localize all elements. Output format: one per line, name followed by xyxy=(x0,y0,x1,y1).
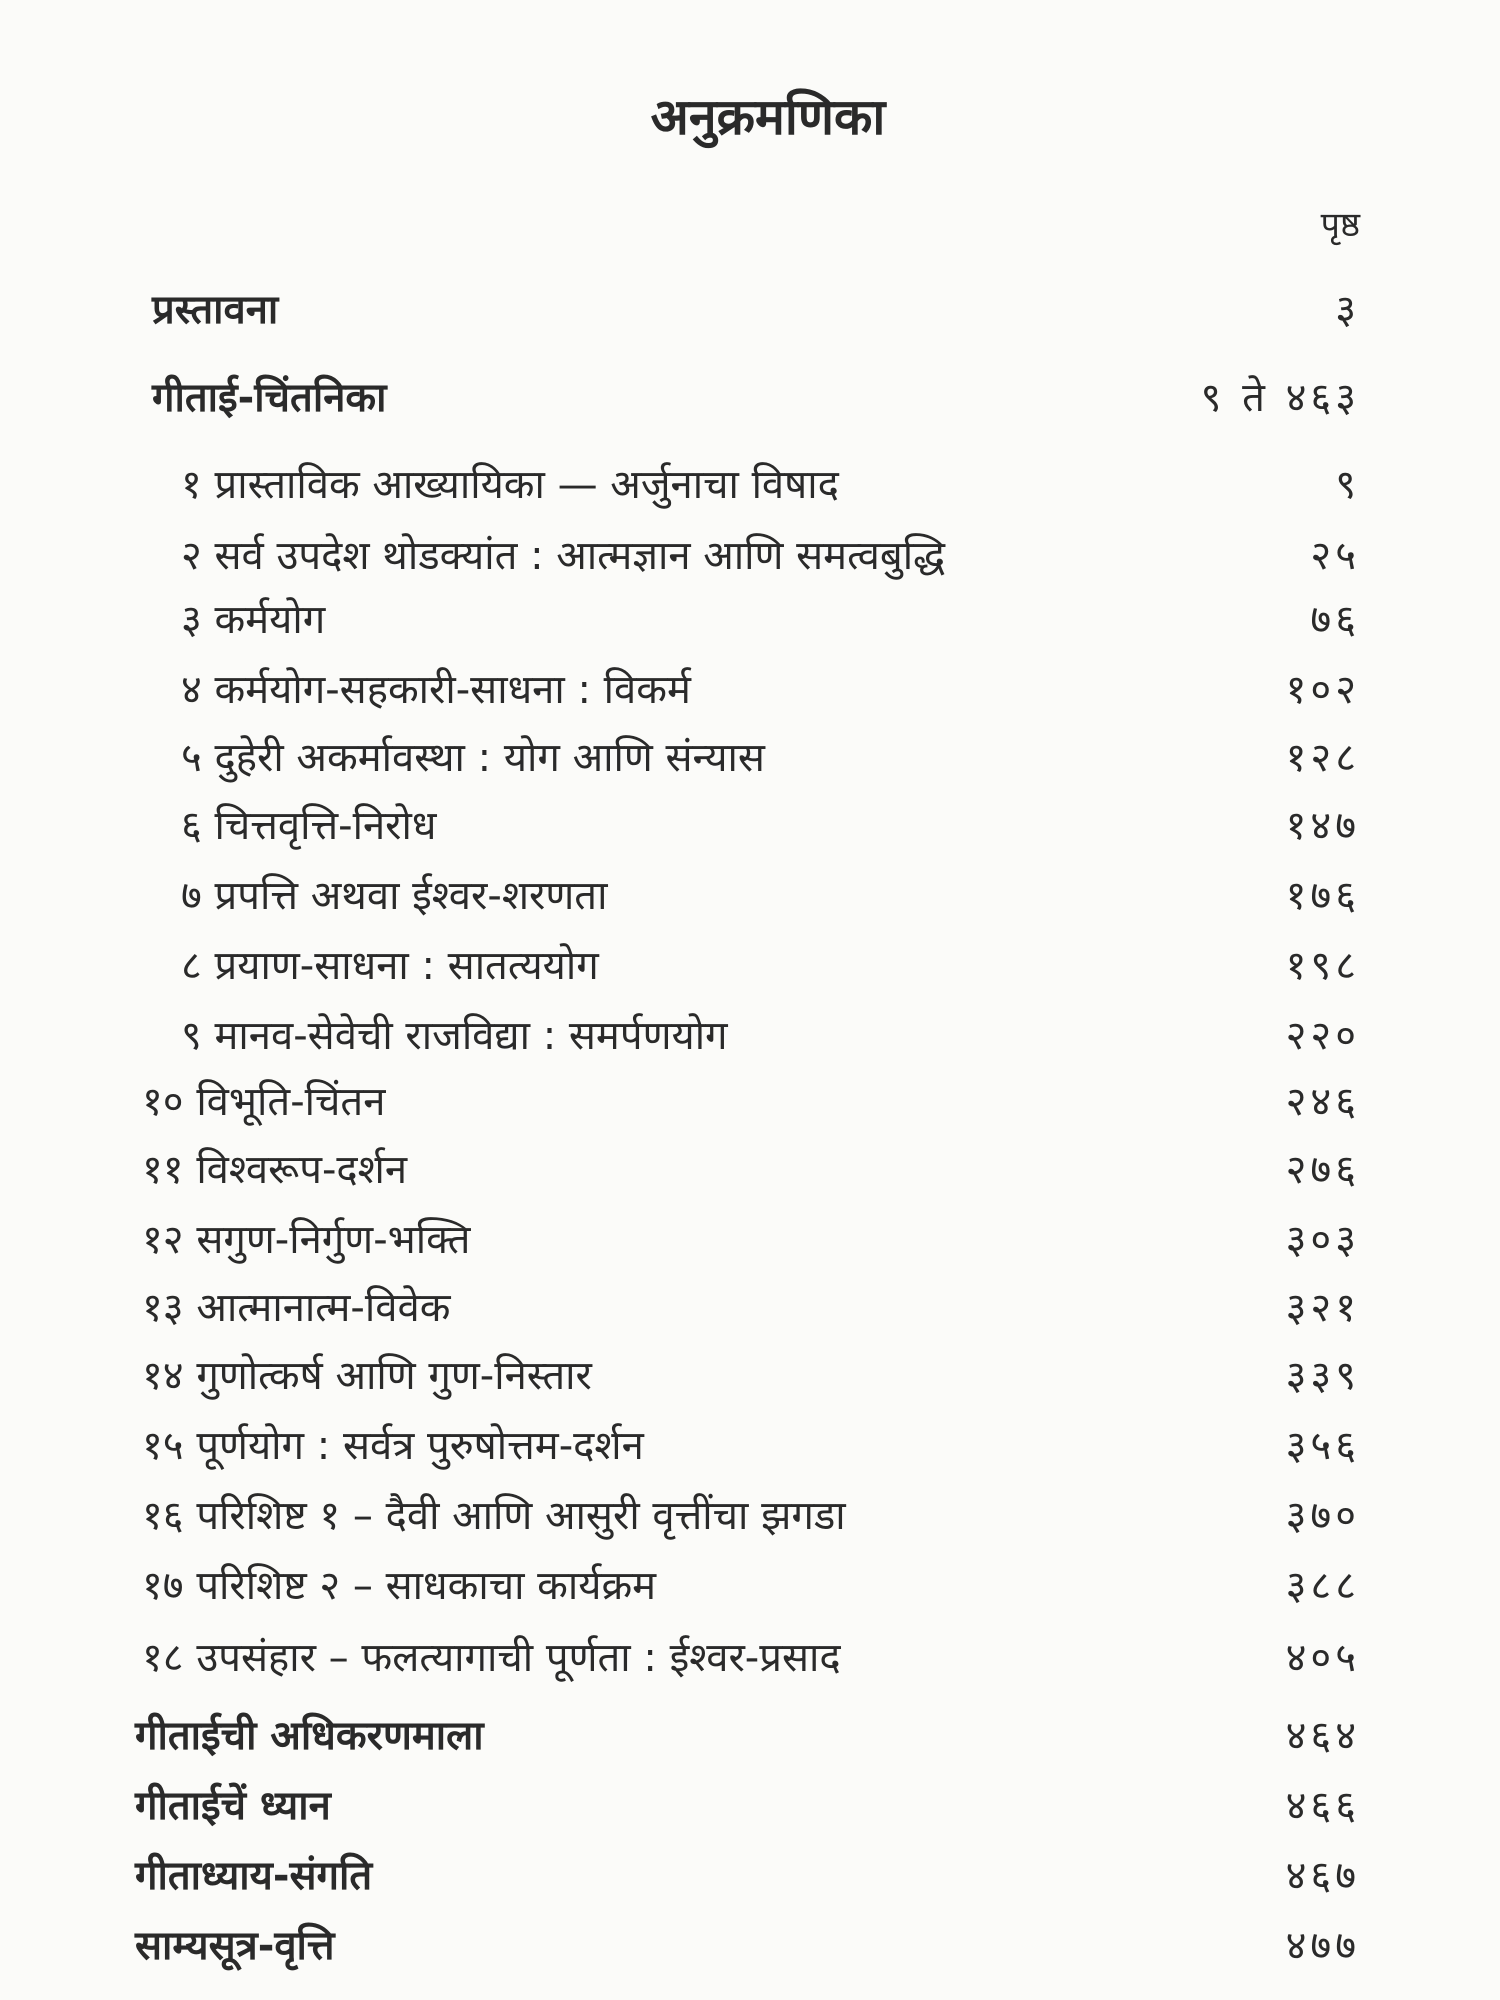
toc-entry-page: ७६ xyxy=(1310,597,1360,643)
toc-entry: गीताध्याय-संगति ४६७ xyxy=(0,1846,1500,1899)
toc-entry-page: २५ xyxy=(1310,533,1360,579)
toc-entry: १३ आत्मानात्म-विवेक ३२१ xyxy=(0,1278,1500,1331)
toc-entry-page: ४७७ xyxy=(1285,1923,1360,1969)
toc-entry-page: २७६ xyxy=(1285,1147,1360,1193)
toc-entry-page: ३०३ xyxy=(1285,1217,1360,1263)
toc-entry: ६ चित्तवृत्ति-निरोध १४७ xyxy=(0,796,1500,849)
toc-entry: ४ कर्मयोग-सहकारी-साधना : विकर्म १०२ xyxy=(0,660,1500,713)
toc-entry: ११ विश्वरूप-दर्शन २७६ xyxy=(0,1140,1500,1193)
page-column-header: पृष्ठ xyxy=(1320,205,1360,245)
toc-entry-page: १४७ xyxy=(1285,803,1360,849)
toc-entry-page: ३८८ xyxy=(1285,1563,1360,1609)
toc-entry-page: ४६४ xyxy=(1285,1713,1360,1759)
toc-entry: १ प्रास्ताविक आख्यायिका — अर्जुनाचा विषा… xyxy=(0,455,1500,508)
toc-entry-title: १७ परिशिष्ट २ – साधकाचा कार्यक्रम xyxy=(142,1563,657,1609)
toc-entry: गीताई-चिंतनिका ९ ते ४६३ xyxy=(0,368,1500,421)
toc-entry-title: ९ मानव-सेवेची राजविद्या : समर्पणयोग xyxy=(181,1013,728,1059)
toc-entry: १० विभूति-चिंतन २४६ xyxy=(0,1072,1500,1125)
toc-entry: १८ उपसंहार – फलत्यागाची पूर्णता : ईश्वर-… xyxy=(0,1628,1500,1681)
toc-entry: १५ पूर्णयोग : सर्वत्र पुरुषोत्तम-दर्शन ३५… xyxy=(0,1416,1500,1469)
toc-entry: ९ मानव-सेवेची राजविद्या : समर्पणयोग २२० xyxy=(0,1006,1500,1059)
toc-entry-title: ११ विश्वरूप-दर्शन xyxy=(142,1147,408,1193)
toc-entry-title: साम्यसूत्र-वृत्ति xyxy=(135,1923,335,1969)
toc-entry: ७ प्रपत्ति अथवा ईश्वर-शरणता १७६ xyxy=(0,866,1500,919)
toc-entry: प्रस्तावना ३ xyxy=(0,280,1500,333)
toc-entry: १४ गुणोत्कर्ष आणि गुण-निस्तार ३३९ xyxy=(0,1346,1500,1399)
toc-entry: गीताईची अधिकरणमाला ४६४ xyxy=(0,1706,1500,1759)
toc-entry-title: १२ सगुण-निर्गुण-भक्ति xyxy=(142,1217,471,1263)
toc-entry: १२ सगुण-निर्गुण-भक्ति ३०३ xyxy=(0,1210,1500,1263)
toc-entry: १६ परिशिष्ट १ – दैवी आणि आसुरी वृत्तींचा… xyxy=(0,1486,1500,1539)
toc-entry-page: ४६७ xyxy=(1285,1853,1360,1899)
toc-entry-title: १८ उपसंहार – फलत्यागाची पूर्णता : ईश्वर-… xyxy=(142,1635,841,1681)
toc-entry: ५ दुहेरी अकर्मावस्था : योग आणि संन्यास १२… xyxy=(0,728,1500,781)
toc-entry-page: १०२ xyxy=(1285,667,1360,713)
toc-entry-page: ४६६ xyxy=(1285,1783,1360,1829)
toc-entry-title: १ प्रास्ताविक आख्यायिका — अर्जुनाचा विषा… xyxy=(181,462,839,508)
toc-entry-title: ६ चित्तवृत्ति-निरोध xyxy=(181,803,437,849)
toc-entry-title: ७ प्रपत्ति अथवा ईश्वर-शरणता xyxy=(181,873,608,919)
toc-entry-page: २४६ xyxy=(1285,1079,1360,1125)
toc-entry-title: १४ गुणोत्कर्ष आणि गुण-निस्तार xyxy=(142,1353,592,1399)
toc-entry-page: २२० xyxy=(1285,1013,1360,1059)
toc-entry-page: ३५६ xyxy=(1285,1423,1360,1469)
toc-entry-title: २ सर्व उपदेश थोडक्यांत : आत्मज्ञान आणि स… xyxy=(181,533,946,579)
toc-entry-title: १० विभूति-चिंतन xyxy=(142,1079,386,1125)
toc-entry-title: गीताईचें ध्यान xyxy=(135,1783,331,1829)
toc-entry-page: ९ ते ४६३ xyxy=(1200,375,1360,421)
page-title: अनुक्रमणिका xyxy=(650,88,886,146)
toc-entry: साम्यसूत्र-वृत्ति ४७७ xyxy=(0,1916,1500,1969)
toc-entry-page: ३७० xyxy=(1285,1493,1360,1539)
toc-entry-page: १७६ xyxy=(1285,873,1360,919)
toc-entry-page: ३ xyxy=(1335,287,1360,333)
toc-entry: ३ कर्मयोग ७६ xyxy=(0,590,1500,643)
toc-entry-page: १९८ xyxy=(1285,943,1360,989)
toc-entry-title: ८ प्रयाण-साधना : सातत्ययोग xyxy=(181,943,599,989)
toc-entry-title: गीताईची अधिकरणमाला xyxy=(135,1713,484,1759)
toc-entry-title: ५ दुहेरी अकर्मावस्था : योग आणि संन्यास xyxy=(181,735,765,781)
toc-entry-title: १५ पूर्णयोग : सर्वत्र पुरुषोत्तम-दर्शन xyxy=(142,1423,644,1469)
toc-entry-title: गीताध्याय-संगति xyxy=(135,1853,373,1899)
toc-entry-title: ४ कर्मयोग-सहकारी-साधना : विकर्म xyxy=(181,667,691,713)
toc-entry: ८ प्रयाण-साधना : सातत्ययोग १९८ xyxy=(0,936,1500,989)
toc-entry-title: ३ कर्मयोग xyxy=(181,597,326,643)
toc-entry-page: ९ xyxy=(1335,462,1360,508)
toc-entry-title: १६ परिशिष्ट १ – दैवी आणि आसुरी वृत्तींचा… xyxy=(142,1493,846,1539)
toc-entry-title: १३ आत्मानात्म-विवेक xyxy=(142,1285,451,1331)
toc-entry: गीताईचें ध्यान ४६६ xyxy=(0,1776,1500,1829)
toc-entry: १७ परिशिष्ट २ – साधकाचा कार्यक्रम ३८८ xyxy=(0,1556,1500,1609)
toc-entry-title: प्रस्तावना xyxy=(152,287,279,333)
toc-entry-page: ४०५ xyxy=(1285,1635,1360,1681)
toc-entry: २ सर्व उपदेश थोडक्यांत : आत्मज्ञान आणि स… xyxy=(0,526,1500,579)
toc-entry-page: ३२१ xyxy=(1285,1285,1360,1331)
toc-entry-page: ३३९ xyxy=(1285,1353,1360,1399)
toc-entry-title: गीताई-चिंतनिका xyxy=(152,375,387,421)
toc-entry-page: १२८ xyxy=(1285,735,1360,781)
